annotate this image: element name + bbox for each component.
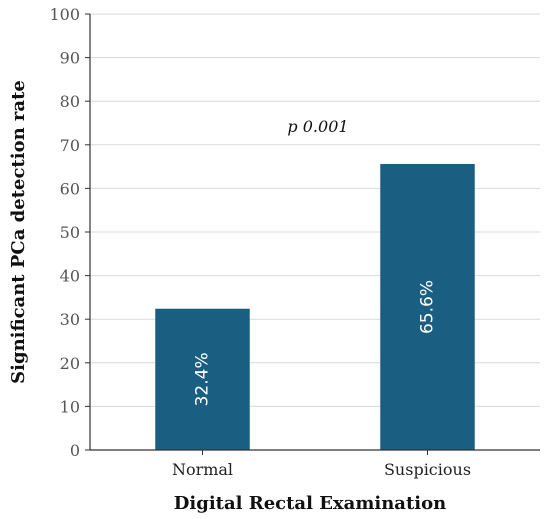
y-tick-label: 30 [60, 310, 80, 329]
bar-suspicious [380, 163, 475, 450]
bar-value-label-normal: 32.4% [193, 352, 213, 406]
axes [89, 14, 540, 451]
y-tick-label: 50 [60, 223, 80, 242]
y-tick-label: 80 [60, 92, 80, 111]
y-tick-label: 0 [70, 441, 80, 460]
y-tick-label: 10 [60, 397, 80, 416]
y-tick-label: 100 [49, 5, 80, 24]
x-tick-label-suspicious: Suspicious [384, 460, 471, 479]
y-tick-label: 90 [60, 49, 80, 68]
x-tick-label-normal: Normal [172, 460, 233, 479]
y-tick-label: 70 [60, 136, 80, 155]
x-tick-labels: Normal Suspicious [172, 460, 471, 479]
bar-value-labels: 32.4% 65.6% [193, 280, 438, 406]
x-axis-title: Digital Rectal Examination [174, 493, 446, 514]
bar-normal [155, 308, 250, 450]
y-axis-title: Significant PCa detection rate [8, 80, 29, 384]
bar-value-label-suspicious: 65.6% [418, 280, 438, 334]
bars [155, 163, 475, 450]
y-tick-labels: 0 10 20 30 40 50 60 70 80 90 100 [49, 5, 80, 460]
y-tick-label: 40 [60, 267, 80, 286]
p-value-annotation: p 0.001 [287, 117, 348, 136]
y-tick-label: 60 [60, 179, 80, 198]
y-tick-label: 20 [60, 354, 80, 373]
